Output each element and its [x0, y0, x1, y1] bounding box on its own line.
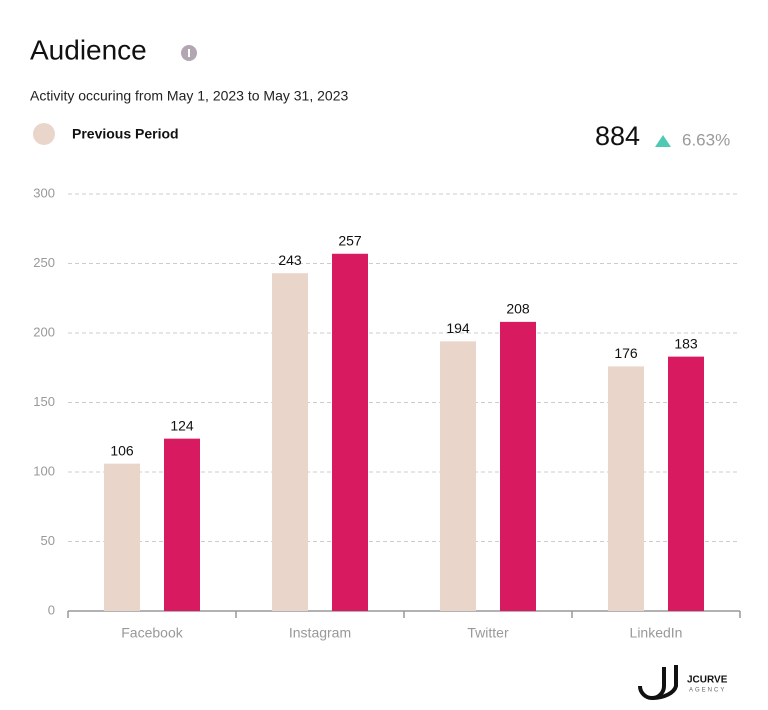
value-label: 124 — [170, 417, 194, 433]
y-tick-label: 300 — [33, 185, 55, 200]
bar — [668, 356, 704, 611]
value-label: 176 — [614, 345, 638, 361]
value-label: 208 — [506, 301, 530, 317]
value-label: 194 — [446, 320, 470, 336]
bar — [104, 463, 140, 611]
value-label: 106 — [110, 442, 134, 458]
y-tick-label: 250 — [33, 255, 55, 270]
y-tick-label: 200 — [33, 324, 55, 339]
bar — [332, 253, 368, 611]
y-tick-label: 50 — [41, 533, 55, 548]
logo-tagline: AGENCY — [689, 688, 726, 694]
bar — [500, 321, 536, 611]
x-tick-label: Twitter — [467, 625, 509, 641]
logo-name: JCURVE — [687, 675, 728, 686]
bar — [272, 273, 308, 611]
chart-title: Audience — [30, 34, 147, 65]
info-icon — [181, 45, 197, 61]
value-label: 257 — [338, 232, 362, 248]
legend-label: Previous Period — [72, 126, 179, 142]
bar — [608, 366, 644, 611]
bar — [164, 438, 200, 611]
logo: JCURVE AGENCY — [638, 665, 728, 701]
value-label: 183 — [674, 335, 698, 351]
legend-swatch — [33, 123, 55, 145]
total-value: 884 — [595, 121, 640, 151]
x-tick-label: Instagram — [289, 625, 351, 641]
y-tick-label: 0 — [48, 602, 55, 617]
y-tick-label: 100 — [33, 463, 55, 478]
x-tick-label: LinkedIn — [630, 625, 683, 641]
trend-arrow — [655, 135, 671, 147]
bar — [440, 341, 476, 611]
x-tick-label: Facebook — [121, 625, 183, 641]
change-value: 6.63% — [682, 130, 730, 149]
value-label: 243 — [278, 252, 302, 268]
y-tick-label: 150 — [33, 394, 55, 409]
chart-subtitle: Activity occuring from May 1, 2023 to Ma… — [30, 88, 348, 104]
